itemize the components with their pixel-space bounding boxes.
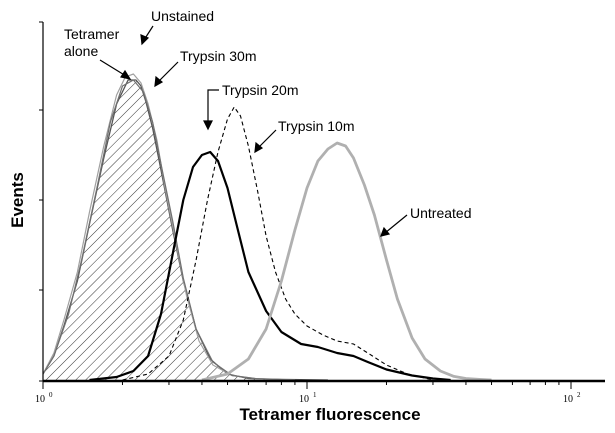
series-layer xyxy=(42,73,492,382)
label-untreated: Untreated xyxy=(410,205,471,221)
arrowhead-trypsin-30m xyxy=(154,75,164,88)
series-line-untreated xyxy=(201,141,492,382)
arrowhead-unstained xyxy=(140,34,150,46)
label-trypsin-10m: Trypsin 10m xyxy=(278,118,355,134)
x-tick-exponent: 2 xyxy=(577,391,581,399)
series-line-trypsin-30m xyxy=(42,79,295,381)
arrow-trypsin-10m xyxy=(257,129,277,149)
x-tick-exponent: 1 xyxy=(313,391,317,399)
y-axis-title: Events xyxy=(8,172,27,228)
arrowhead-tetramer-alone xyxy=(120,69,132,80)
arrow-untreated xyxy=(384,214,408,234)
arrow-trypsin-20m xyxy=(207,89,219,124)
x-tick-label: 10 xyxy=(563,394,573,405)
arrowhead-trypsin-10m xyxy=(254,141,264,154)
series-line-tetramer-alone xyxy=(42,73,295,381)
arrowhead-trypsin-20m xyxy=(203,120,213,131)
series-fill-unstained xyxy=(43,80,328,380)
series-line-trypsin-10m xyxy=(122,106,434,381)
label-tetramer-alone-line2: alone xyxy=(64,43,98,59)
arrowhead-untreated xyxy=(380,226,391,237)
y-axis-ticks xyxy=(39,21,43,382)
label-tetramer-alone-line1: Tetramer xyxy=(64,26,120,42)
series-line-trypsin-20m xyxy=(89,150,451,382)
label-trypsin-30m: Trypsin 30m xyxy=(180,48,257,64)
x-tick-label: 10 xyxy=(299,394,309,405)
arrow-tetramer-alone xyxy=(99,59,127,77)
x-axis-ticks: 10 0 10 1 10 2 xyxy=(35,381,581,405)
label-unstained: Unstained xyxy=(151,8,214,24)
annotation-arrows xyxy=(99,25,408,237)
x-tick-label: 10 xyxy=(35,394,45,405)
arrow-trypsin-30m xyxy=(157,61,179,83)
label-trypsin-20m: Trypsin 20m xyxy=(222,82,299,98)
x-axis-title: Tetramer fluorescence xyxy=(239,405,420,424)
x-tick-exponent: 0 xyxy=(49,391,53,399)
